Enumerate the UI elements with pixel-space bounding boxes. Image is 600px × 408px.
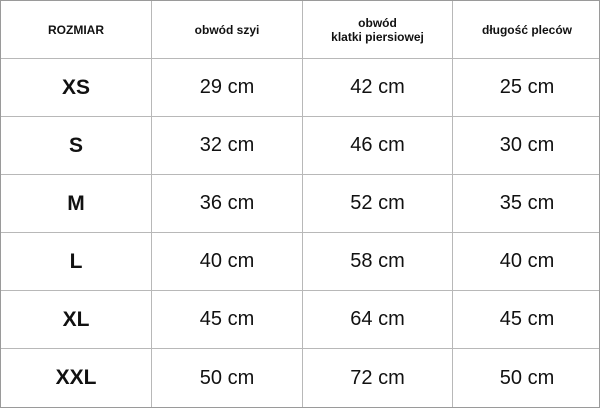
measurement: 25 cm: [453, 59, 599, 117]
header-cell: obwód szyi: [152, 1, 303, 59]
measurement: 30 cm: [453, 117, 599, 175]
size-label: XS: [1, 59, 152, 117]
measurement: 58 cm: [303, 233, 453, 291]
header-cell: długość pleców: [453, 1, 599, 59]
measurement: 29 cm: [152, 59, 303, 117]
size-label: S: [1, 117, 152, 175]
size-label: XXL: [1, 349, 152, 407]
measurement: 52 cm: [303, 175, 453, 233]
measurement: 46 cm: [303, 117, 453, 175]
measurement: 40 cm: [152, 233, 303, 291]
measurement: 45 cm: [453, 291, 599, 349]
measurement: 36 cm: [152, 175, 303, 233]
size-label: L: [1, 233, 152, 291]
header-cell: obwód klatki piersiowej: [303, 1, 453, 59]
size-label: M: [1, 175, 152, 233]
measurement: 45 cm: [152, 291, 303, 349]
size-label: XL: [1, 291, 152, 349]
measurement: 64 cm: [303, 291, 453, 349]
measurement: 35 cm: [453, 175, 599, 233]
measurement: 40 cm: [453, 233, 599, 291]
measurement: 42 cm: [303, 59, 453, 117]
measurement: 50 cm: [152, 349, 303, 407]
header-cell: ROZMIAR: [1, 1, 152, 59]
measurement: 50 cm: [499, 366, 555, 389]
measurement: 72 cm: [303, 349, 453, 407]
measurement: 32 cm: [152, 117, 303, 175]
